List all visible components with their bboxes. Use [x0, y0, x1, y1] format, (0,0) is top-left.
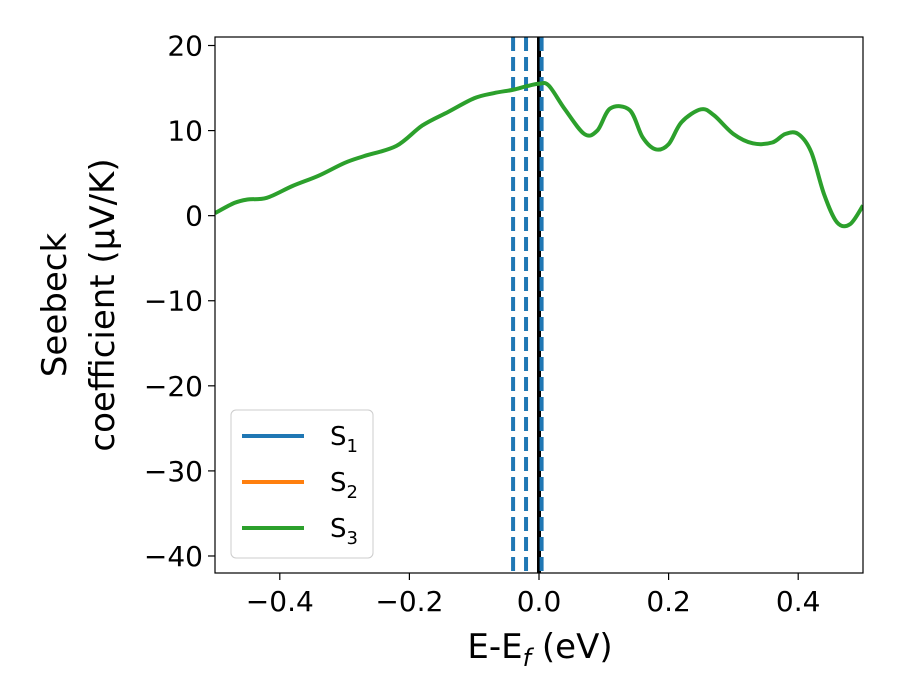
- legend-label-main: S: [330, 468, 347, 498]
- y-axis-title: Seebeck coefficient (μV/K): [35, 158, 123, 451]
- x-tick-label: −0.4: [246, 585, 314, 618]
- legend-label-3: S3: [330, 514, 358, 549]
- x-tick-label: 0.4: [776, 585, 821, 618]
- x-tick-label: −0.2: [375, 585, 443, 618]
- legend-label-2: S2: [330, 468, 358, 503]
- x-axis-title: E-Ef (eV): [467, 627, 612, 672]
- plot-layer: [215, 37, 863, 573]
- y-tick-label: 20: [167, 30, 203, 63]
- series-line-3: [215, 80, 863, 229]
- x-axis-title-unit: (eV): [531, 627, 613, 667]
- legend-label-sub: 1: [347, 436, 358, 457]
- y-axis-title-line1: Seebeck: [35, 233, 75, 378]
- legend-label-main: S: [330, 422, 347, 452]
- legend-label-sub: 2: [347, 482, 358, 503]
- y-tick-label: −20: [144, 370, 203, 403]
- x-tick-label: 0.0: [517, 585, 562, 618]
- y-tick-label: −30: [144, 455, 203, 488]
- legend-label-main: S: [330, 514, 347, 544]
- y-tick-label: 0: [185, 200, 203, 233]
- y-tick-label: 10: [167, 115, 203, 148]
- y-tick-label: −40: [144, 540, 203, 573]
- x-axis-title-main: E-E: [467, 627, 522, 667]
- legend-label-1: S1: [330, 422, 358, 457]
- y-tick-label: −10: [144, 285, 203, 318]
- y-axis-title-line2: coefficient (μV/K): [83, 158, 123, 451]
- axes-layer: −0.4 −0.2 0.0 0.2 0.4 −40 −30 −20 −10 0 10 20: [144, 30, 864, 618]
- x-tick-label: 0.2: [646, 585, 691, 618]
- plot-area: [215, 37, 863, 573]
- legend-label-sub: 3: [347, 528, 358, 549]
